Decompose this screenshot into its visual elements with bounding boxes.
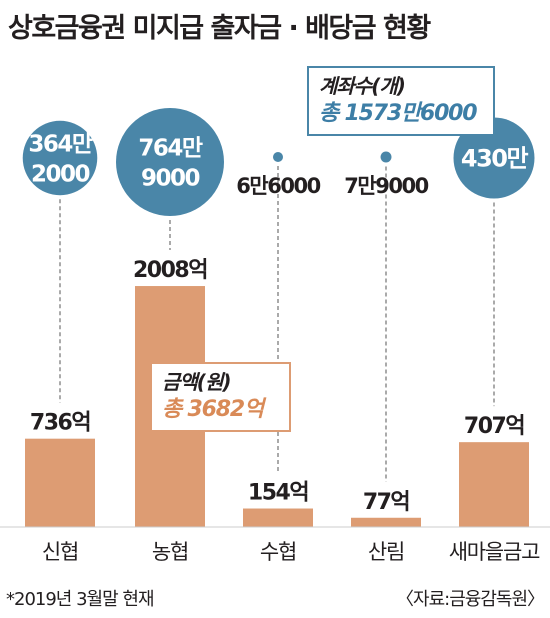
account-label-1-0: 764만: [138, 135, 203, 161]
bar-0: [25, 438, 95, 527]
account-bubble-2: [272, 151, 284, 163]
amount-label-0: 736억: [30, 411, 90, 436]
category-label-2: 수협: [260, 540, 296, 564]
category-label-0: 신협: [42, 540, 78, 564]
account-bubble-0: [22, 120, 98, 196]
amount-label-4: 707억: [464, 414, 524, 439]
amount-label-2: 154억: [248, 481, 308, 506]
account-label-4-0: 430만: [461, 145, 529, 173]
category-label-3: 산림: [368, 540, 404, 564]
amount-legend-total: 총 3682억: [162, 397, 264, 422]
chart-title: 상호금융권 미지급 출자금 · 배당금 현황: [8, 13, 431, 44]
amount-label-3: 77억: [363, 490, 409, 515]
account-label-0-0: 364만: [28, 131, 93, 157]
source-note: 〈자료:금융감독원〉: [396, 589, 545, 610]
account-bubble-3: [380, 151, 392, 163]
amount-legend-box: 금액(원) 총 3682억: [150, 362, 291, 432]
bar-2: [243, 508, 313, 527]
category-label-1: 농협: [152, 540, 188, 564]
account-bubble-4: [453, 117, 535, 199]
category-label-4: 새마을금고: [449, 540, 540, 564]
amount-legend-title: 금액(원): [162, 370, 231, 394]
bar-4: [459, 442, 529, 527]
account-label-2-0: 6만6000: [236, 174, 320, 198]
bar-3: [351, 517, 421, 527]
account-label-3-0: 7만9000: [344, 174, 428, 198]
accounts-legend-title: 계좌수(개): [319, 74, 406, 98]
footnote: *2019년 3월말 현재: [6, 589, 155, 610]
accounts-legend-box: 계좌수(개) 총 1573만6000: [307, 66, 495, 136]
account-label-0-1: 2000: [31, 161, 90, 187]
account-bubble-1: [116, 108, 224, 216]
accounts-legend-total: 총 1573만6000: [319, 101, 478, 126]
account-label-1-1: 9000: [141, 165, 200, 191]
amount-label-1: 2008억: [133, 258, 207, 283]
